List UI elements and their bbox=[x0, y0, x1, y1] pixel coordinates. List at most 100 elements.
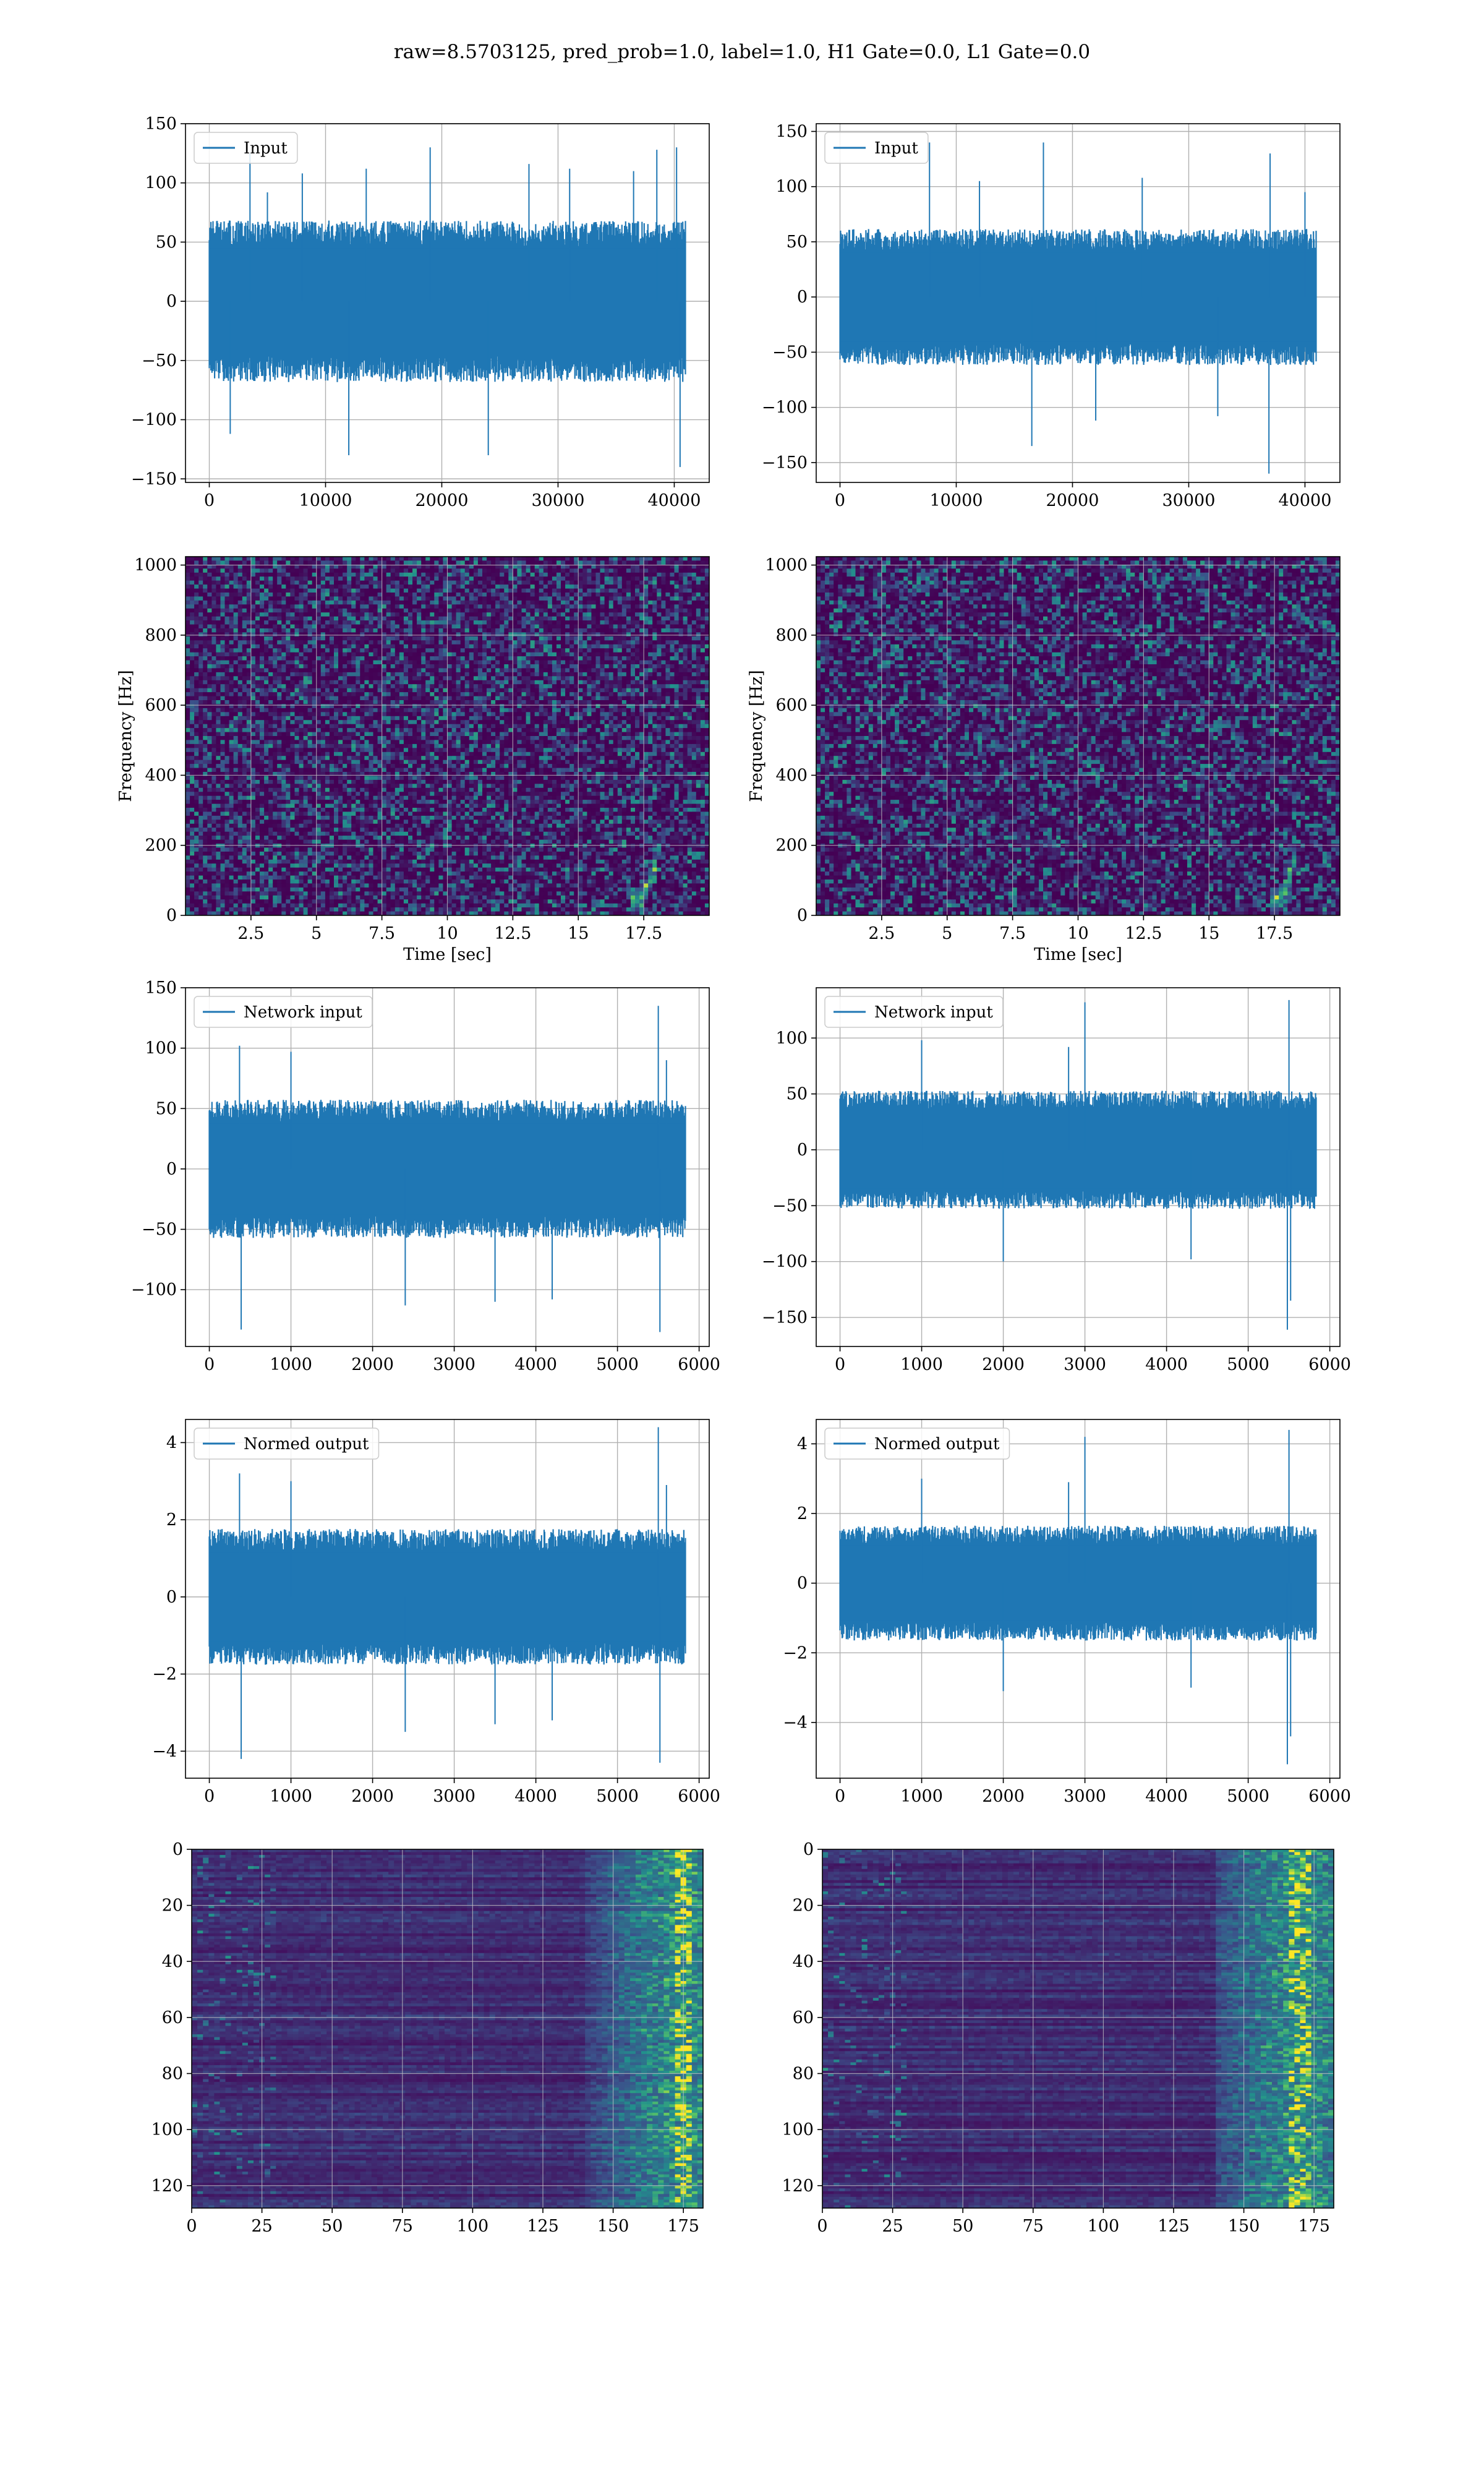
heatmap-cell bbox=[281, 568, 286, 573]
chart-spectrogram-h1: 2.5 5 7.5 10 12.5 15 17.502004006008001000Time… bbox=[116, 556, 710, 964]
heatmap-cell bbox=[338, 859, 343, 864]
heatmap-cell bbox=[303, 648, 309, 653]
heatmap-cell bbox=[325, 847, 330, 852]
heatmap-cell bbox=[207, 895, 212, 900]
heatmap-cell bbox=[373, 776, 378, 781]
heatmap-cell bbox=[190, 863, 195, 868]
heatmap-cell bbox=[237, 736, 243, 741]
heatmap-cell bbox=[190, 784, 195, 789]
heatmap-cell bbox=[229, 871, 234, 876]
heatmap-cell bbox=[421, 608, 426, 613]
heatmap-cell bbox=[377, 736, 383, 741]
heatmap-cell bbox=[399, 580, 404, 585]
heatmap-cell bbox=[268, 636, 273, 641]
heatmap-cell bbox=[343, 568, 348, 573]
heatmap-cell bbox=[356, 600, 360, 605]
heatmap-cell bbox=[294, 811, 300, 816]
heatmap-cell bbox=[408, 743, 413, 748]
heatmap-cell bbox=[356, 795, 360, 800]
heatmap-cell bbox=[281, 624, 286, 629]
heatmap-cell bbox=[250, 795, 256, 800]
heatmap-cell bbox=[229, 756, 234, 761]
heatmap-cell bbox=[255, 588, 260, 593]
heatmap-cell bbox=[216, 628, 221, 633]
heatmap-cell bbox=[364, 768, 370, 773]
heatmap-cell bbox=[320, 652, 326, 657]
heatmap-cell bbox=[417, 764, 422, 769]
heatmap-cell bbox=[408, 608, 413, 613]
heatmap-cell bbox=[198, 792, 203, 797]
heatmap-cell bbox=[268, 648, 273, 653]
heatmap-cell bbox=[307, 600, 313, 605]
heatmap-cell bbox=[186, 903, 190, 908]
heatmap-cell bbox=[421, 600, 426, 605]
heatmap-cell bbox=[412, 751, 417, 756]
heatmap-cell bbox=[186, 672, 190, 677]
heatmap-cell bbox=[373, 593, 378, 597]
heatmap-cell bbox=[250, 712, 256, 717]
heatmap-cell bbox=[347, 620, 352, 625]
heatmap-cell bbox=[351, 576, 356, 581]
heatmap-cell bbox=[312, 724, 317, 729]
heatmap-cell bbox=[233, 596, 239, 601]
heatmap-cell bbox=[364, 800, 370, 805]
heatmap-cell bbox=[412, 620, 417, 625]
heatmap-cell bbox=[382, 859, 387, 864]
heatmap-cell bbox=[417, 748, 422, 753]
heatmap-cell bbox=[325, 588, 330, 593]
heatmap-cell bbox=[216, 776, 221, 781]
heatmap-cell bbox=[390, 795, 396, 800]
heatmap-cell bbox=[246, 792, 252, 797]
heatmap-cell bbox=[220, 600, 226, 605]
heatmap-cell bbox=[369, 584, 374, 589]
heatmap-cell bbox=[224, 564, 230, 569]
heatmap-cell bbox=[237, 676, 243, 681]
heatmap-cell bbox=[237, 608, 243, 613]
heatmap-cell bbox=[307, 815, 313, 820]
heatmap-cell bbox=[356, 768, 360, 773]
heatmap-cell bbox=[194, 855, 199, 860]
heatmap-cell bbox=[277, 728, 282, 733]
heatmap-cell bbox=[260, 787, 265, 792]
heatmap-cell bbox=[268, 660, 273, 665]
heatmap-cell bbox=[186, 704, 190, 709]
heatmap-cell bbox=[394, 779, 400, 784]
heatmap-cell bbox=[320, 748, 326, 753]
heatmap-cell bbox=[338, 732, 343, 737]
heatmap-cell bbox=[264, 564, 269, 569]
heatmap-cell bbox=[294, 751, 300, 756]
heatmap-cell bbox=[273, 871, 278, 876]
heatmap-cell bbox=[229, 636, 234, 641]
heatmap-cell bbox=[351, 859, 356, 864]
heatmap-cell bbox=[220, 792, 226, 797]
heatmap-cell bbox=[220, 863, 226, 868]
heatmap-cell bbox=[408, 716, 413, 721]
heatmap-cell bbox=[211, 831, 217, 836]
heatmap-cell bbox=[316, 800, 322, 805]
heatmap-cell bbox=[386, 828, 391, 833]
heatmap-cell bbox=[229, 720, 234, 725]
heatmap-cell bbox=[364, 887, 370, 892]
heatmap-cell bbox=[360, 640, 365, 645]
heatmap-cell bbox=[356, 772, 360, 777]
heatmap-cell bbox=[242, 751, 247, 756]
heatmap-cell bbox=[186, 831, 190, 836]
heatmap-cell bbox=[417, 875, 422, 880]
heatmap-cell bbox=[203, 887, 208, 892]
heatmap-cell bbox=[303, 836, 309, 841]
heatmap-cell bbox=[320, 660, 326, 665]
heatmap-cell bbox=[417, 596, 422, 601]
heatmap-cell bbox=[294, 628, 300, 633]
heatmap-cell bbox=[242, 708, 247, 713]
heatmap-cell bbox=[320, 704, 326, 709]
heatmap-cell bbox=[264, 839, 269, 844]
heatmap-cell bbox=[203, 891, 208, 896]
heatmap-cell bbox=[264, 803, 269, 808]
heatmap-cell bbox=[394, 596, 400, 601]
heatmap-cell bbox=[194, 859, 199, 864]
heatmap-cell bbox=[386, 760, 391, 764]
heatmap-cell bbox=[394, 855, 400, 860]
heatmap-cell bbox=[273, 557, 278, 562]
heatmap-cell bbox=[190, 628, 195, 633]
heatmap-cell bbox=[312, 779, 317, 784]
